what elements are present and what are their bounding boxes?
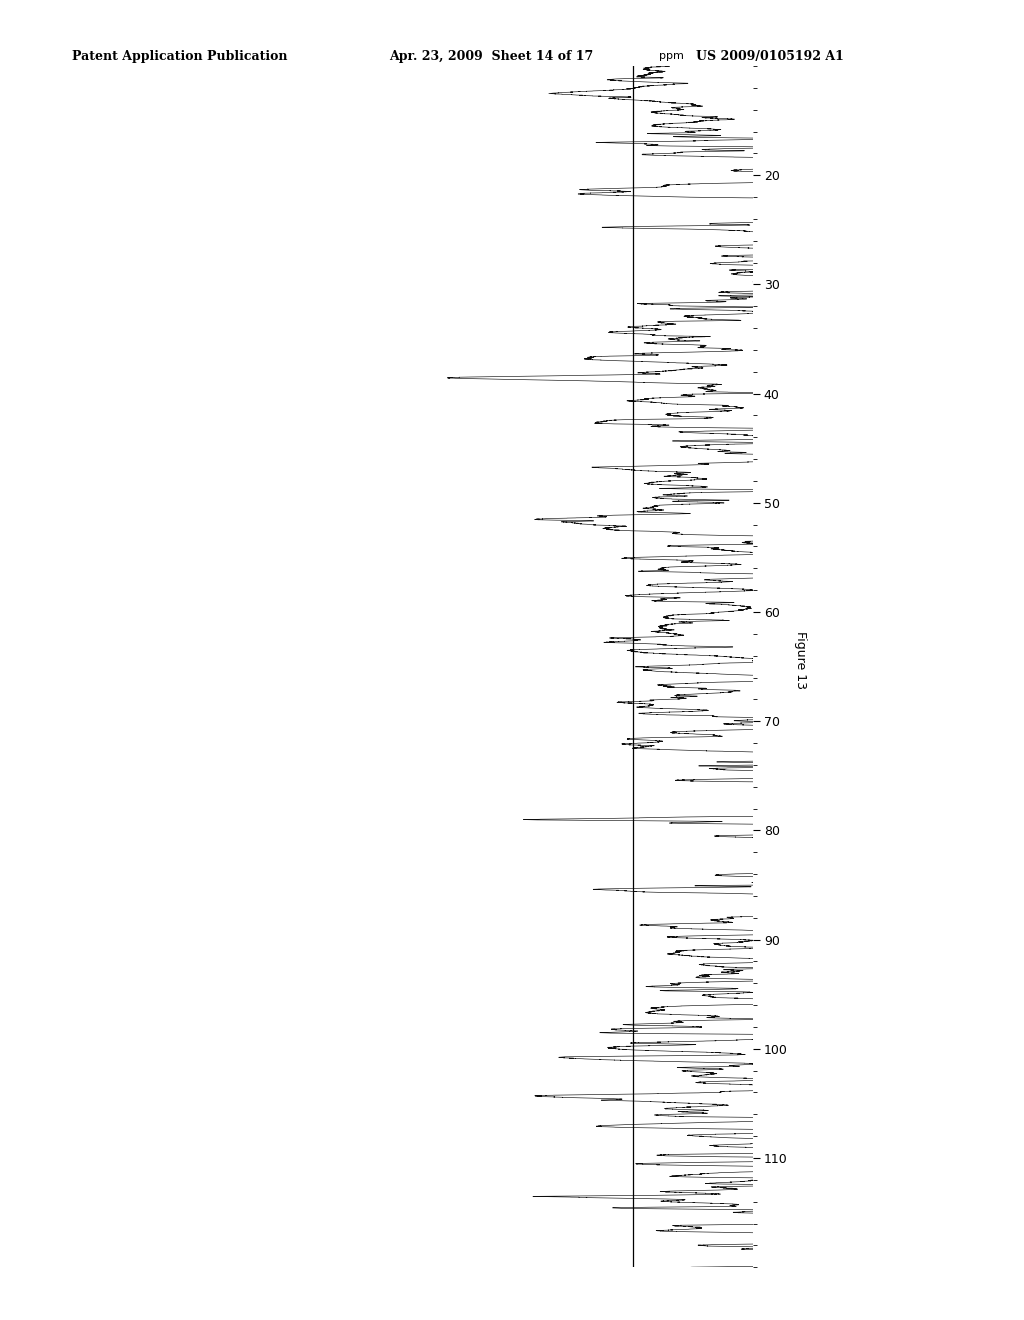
Text: US 2009/0105192 A1: US 2009/0105192 A1 — [696, 50, 844, 63]
Text: ppm: ppm — [658, 50, 684, 61]
Text: Apr. 23, 2009  Sheet 14 of 17: Apr. 23, 2009 Sheet 14 of 17 — [389, 50, 593, 63]
Text: Figure 13: Figure 13 — [794, 631, 807, 689]
Text: Patent Application Publication: Patent Application Publication — [72, 50, 287, 63]
